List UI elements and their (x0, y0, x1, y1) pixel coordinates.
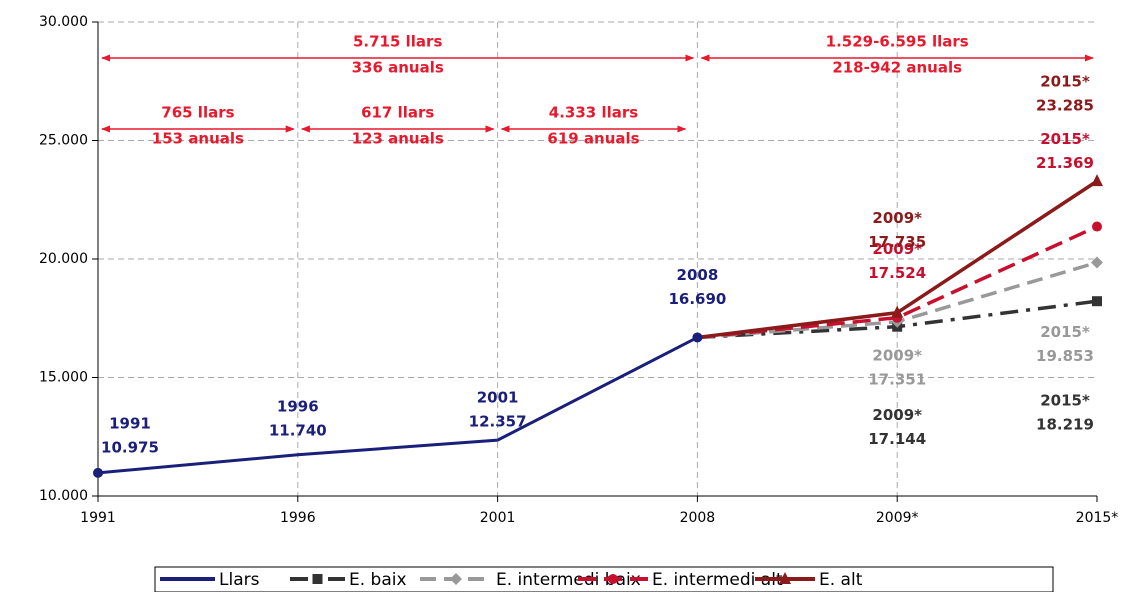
legend-item: E. intermedi baix (420, 570, 641, 590)
data-label-category: 1996 (277, 397, 319, 415)
annotation-text: 123 anuals (352, 130, 444, 148)
x-tick-label: 2001 (480, 510, 516, 526)
y-tick-label: 15.000 (39, 370, 88, 386)
y-tick-label: 10.000 (39, 488, 88, 504)
legend-item: E. alt (755, 570, 863, 590)
data-label: 10.975 (101, 438, 159, 456)
legend-label: E. intermedi alt (652, 570, 783, 590)
x-tick-label: 2009* (876, 510, 919, 526)
annotation-text: 218-942 anuals (832, 59, 962, 77)
marker (608, 574, 618, 584)
data-label-category: 2009* (872, 406, 922, 424)
annotation-text: 5.715 llars (353, 33, 442, 51)
data-label-category: 2009* (872, 346, 922, 364)
data-label-category: 2015* (1040, 73, 1090, 91)
y-tick-label: 20.000 (39, 251, 88, 267)
y-tick-label: 25.000 (39, 133, 88, 149)
legend-item: Llars (160, 570, 260, 590)
legend-label: E. intermedi baix (496, 570, 641, 590)
annotation-text: 1.529-6.595 llars (826, 33, 969, 51)
marker (450, 573, 462, 585)
x-tick-label: 1991 (80, 510, 116, 526)
x-tick-label: 1996 (280, 510, 316, 526)
marker (692, 332, 703, 343)
annotation-text: 153 anuals (152, 130, 244, 148)
data-label: 21.369 (1036, 154, 1094, 172)
legend-label: E. alt (819, 570, 863, 590)
data-label: 17.351 (868, 370, 926, 388)
marker (779, 572, 791, 584)
legend-item: E. intermedi alt (578, 570, 783, 590)
annotation-text: 765 llars (161, 104, 234, 122)
data-label: 17.144 (868, 430, 926, 448)
marker (1091, 174, 1103, 187)
marker (1092, 296, 1102, 307)
annotation-text: 617 llars (361, 104, 434, 122)
data-label-category: 1991 (109, 414, 151, 432)
legend-item: E. baix (290, 570, 407, 590)
data-label: 23.285 (1036, 97, 1094, 115)
annotation-text: 4.333 llars (549, 104, 638, 122)
marker (1091, 256, 1103, 269)
data-label-category: 2008 (677, 266, 719, 284)
legend-label: E. baix (349, 570, 407, 590)
annotation-text: 336 anuals (352, 59, 444, 77)
data-label: 17.524 (868, 264, 926, 282)
marker (93, 467, 103, 478)
data-label-category: 2001 (477, 389, 519, 407)
marker (312, 574, 323, 584)
data-label: 16.690 (668, 290, 726, 308)
data-label: 18.219 (1036, 416, 1094, 434)
data-label-category: 2015* (1040, 130, 1090, 148)
data-label: 12.357 (469, 413, 527, 431)
data-label: 19.853 (1036, 347, 1094, 365)
data-label-category: 2009* (872, 209, 922, 227)
data-label-category: 2015* (1040, 323, 1090, 341)
y-tick-label: 30.000 (39, 14, 88, 30)
data-label-category: 2015* (1040, 392, 1090, 410)
annotation-text: 619 anuals (547, 130, 639, 148)
marker (1092, 221, 1102, 232)
data-label-category: 2009* (872, 240, 922, 258)
x-tick-label: 2015* (1076, 510, 1119, 526)
marker (891, 305, 904, 318)
data-label: 11.740 (269, 421, 327, 439)
legend-label: Llars (219, 570, 260, 590)
data-label: 17.735 (868, 233, 926, 251)
x-tick-label: 2008 (680, 510, 716, 526)
series-line (97, 336, 699, 475)
